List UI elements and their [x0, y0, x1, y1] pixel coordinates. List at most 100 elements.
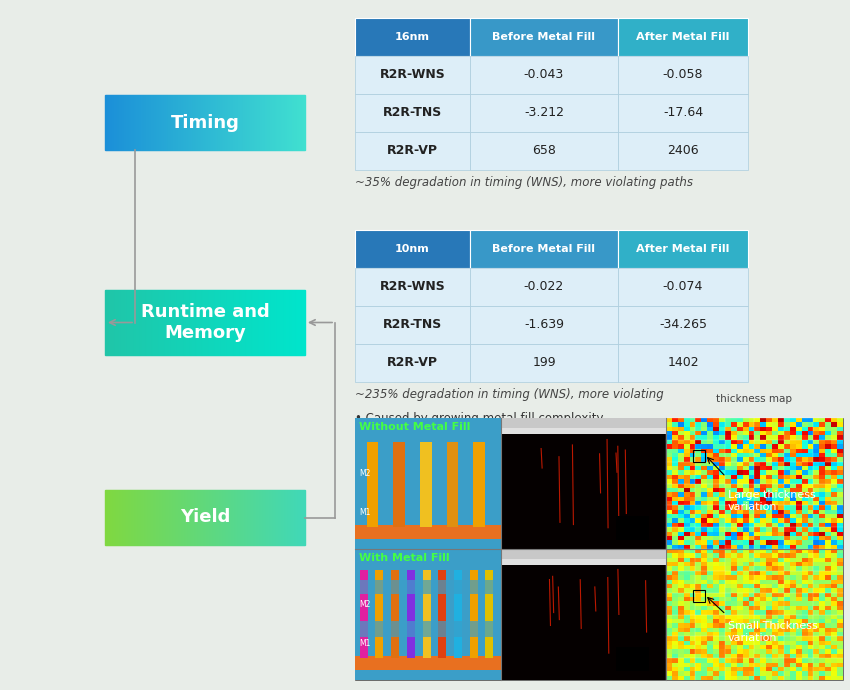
- Bar: [677, 553, 683, 558]
- Bar: [713, 497, 719, 501]
- Bar: [701, 602, 707, 606]
- Bar: [808, 540, 813, 544]
- Bar: [802, 457, 808, 462]
- Bar: [683, 623, 689, 628]
- Bar: [107, 490, 108, 545]
- Text: Small Thickness
variation: Small Thickness variation: [728, 621, 818, 642]
- Bar: [725, 658, 731, 662]
- Bar: [790, 649, 796, 654]
- Bar: [743, 484, 749, 488]
- Bar: [808, 462, 813, 466]
- Bar: [772, 553, 778, 558]
- Bar: [254, 95, 255, 150]
- Bar: [355, 230, 470, 268]
- Bar: [813, 589, 819, 593]
- Bar: [778, 676, 784, 680]
- Text: R2R-VP: R2R-VP: [387, 144, 438, 157]
- Bar: [695, 448, 701, 453]
- Bar: [173, 490, 174, 545]
- Bar: [719, 457, 725, 462]
- Bar: [755, 426, 761, 431]
- Bar: [713, 558, 719, 562]
- Bar: [672, 501, 677, 505]
- Bar: [422, 570, 431, 658]
- Bar: [825, 558, 831, 562]
- Bar: [677, 510, 683, 514]
- Bar: [221, 290, 222, 355]
- Bar: [672, 422, 677, 426]
- Bar: [713, 466, 719, 471]
- Bar: [737, 606, 743, 610]
- Bar: [701, 523, 707, 527]
- Bar: [701, 562, 707, 566]
- Bar: [469, 570, 478, 658]
- Text: M1: M1: [359, 639, 371, 648]
- Text: R2R-WNS: R2R-WNS: [380, 281, 445, 293]
- Bar: [790, 462, 796, 466]
- Text: -0.022: -0.022: [524, 281, 564, 293]
- Bar: [813, 593, 819, 597]
- Bar: [288, 290, 289, 355]
- Bar: [695, 645, 701, 649]
- Bar: [245, 95, 246, 150]
- Bar: [272, 95, 273, 150]
- Bar: [297, 490, 298, 545]
- Bar: [796, 593, 802, 597]
- Bar: [761, 619, 767, 623]
- Text: R2R-VP: R2R-VP: [387, 357, 438, 370]
- Bar: [831, 571, 837, 575]
- Bar: [178, 490, 179, 545]
- Bar: [287, 490, 288, 545]
- Bar: [796, 448, 802, 453]
- Bar: [300, 290, 301, 355]
- Bar: [719, 593, 725, 597]
- Bar: [778, 540, 784, 544]
- Bar: [808, 510, 813, 514]
- Bar: [743, 466, 749, 471]
- Bar: [819, 667, 825, 671]
- Bar: [276, 95, 277, 150]
- Bar: [837, 544, 843, 549]
- Bar: [831, 422, 837, 426]
- Bar: [831, 589, 837, 593]
- Bar: [772, 540, 778, 544]
- Bar: [831, 518, 837, 523]
- Bar: [186, 290, 187, 355]
- Bar: [767, 426, 772, 431]
- Bar: [214, 490, 215, 545]
- Bar: [784, 562, 790, 566]
- Bar: [683, 606, 689, 610]
- Bar: [713, 540, 719, 544]
- Bar: [285, 490, 286, 545]
- Bar: [837, 435, 843, 440]
- Bar: [825, 492, 831, 497]
- Bar: [198, 95, 199, 150]
- Bar: [837, 422, 843, 426]
- Bar: [778, 628, 784, 632]
- Bar: [666, 475, 672, 479]
- Bar: [618, 56, 748, 94]
- Bar: [666, 510, 672, 514]
- Bar: [749, 645, 755, 649]
- Bar: [831, 615, 837, 619]
- Bar: [169, 95, 170, 150]
- Bar: [689, 510, 695, 514]
- Bar: [719, 488, 725, 492]
- Bar: [132, 290, 133, 355]
- Bar: [725, 589, 731, 593]
- Bar: [666, 658, 672, 662]
- Bar: [280, 290, 281, 355]
- Bar: [277, 95, 278, 150]
- Bar: [237, 290, 238, 355]
- Bar: [749, 431, 755, 435]
- Bar: [755, 549, 761, 553]
- Bar: [808, 431, 813, 435]
- Bar: [772, 632, 778, 636]
- Bar: [790, 615, 796, 619]
- Bar: [731, 484, 737, 488]
- Bar: [274, 95, 275, 150]
- Bar: [767, 610, 772, 615]
- Bar: [207, 490, 208, 545]
- Bar: [254, 290, 255, 355]
- Bar: [743, 584, 749, 589]
